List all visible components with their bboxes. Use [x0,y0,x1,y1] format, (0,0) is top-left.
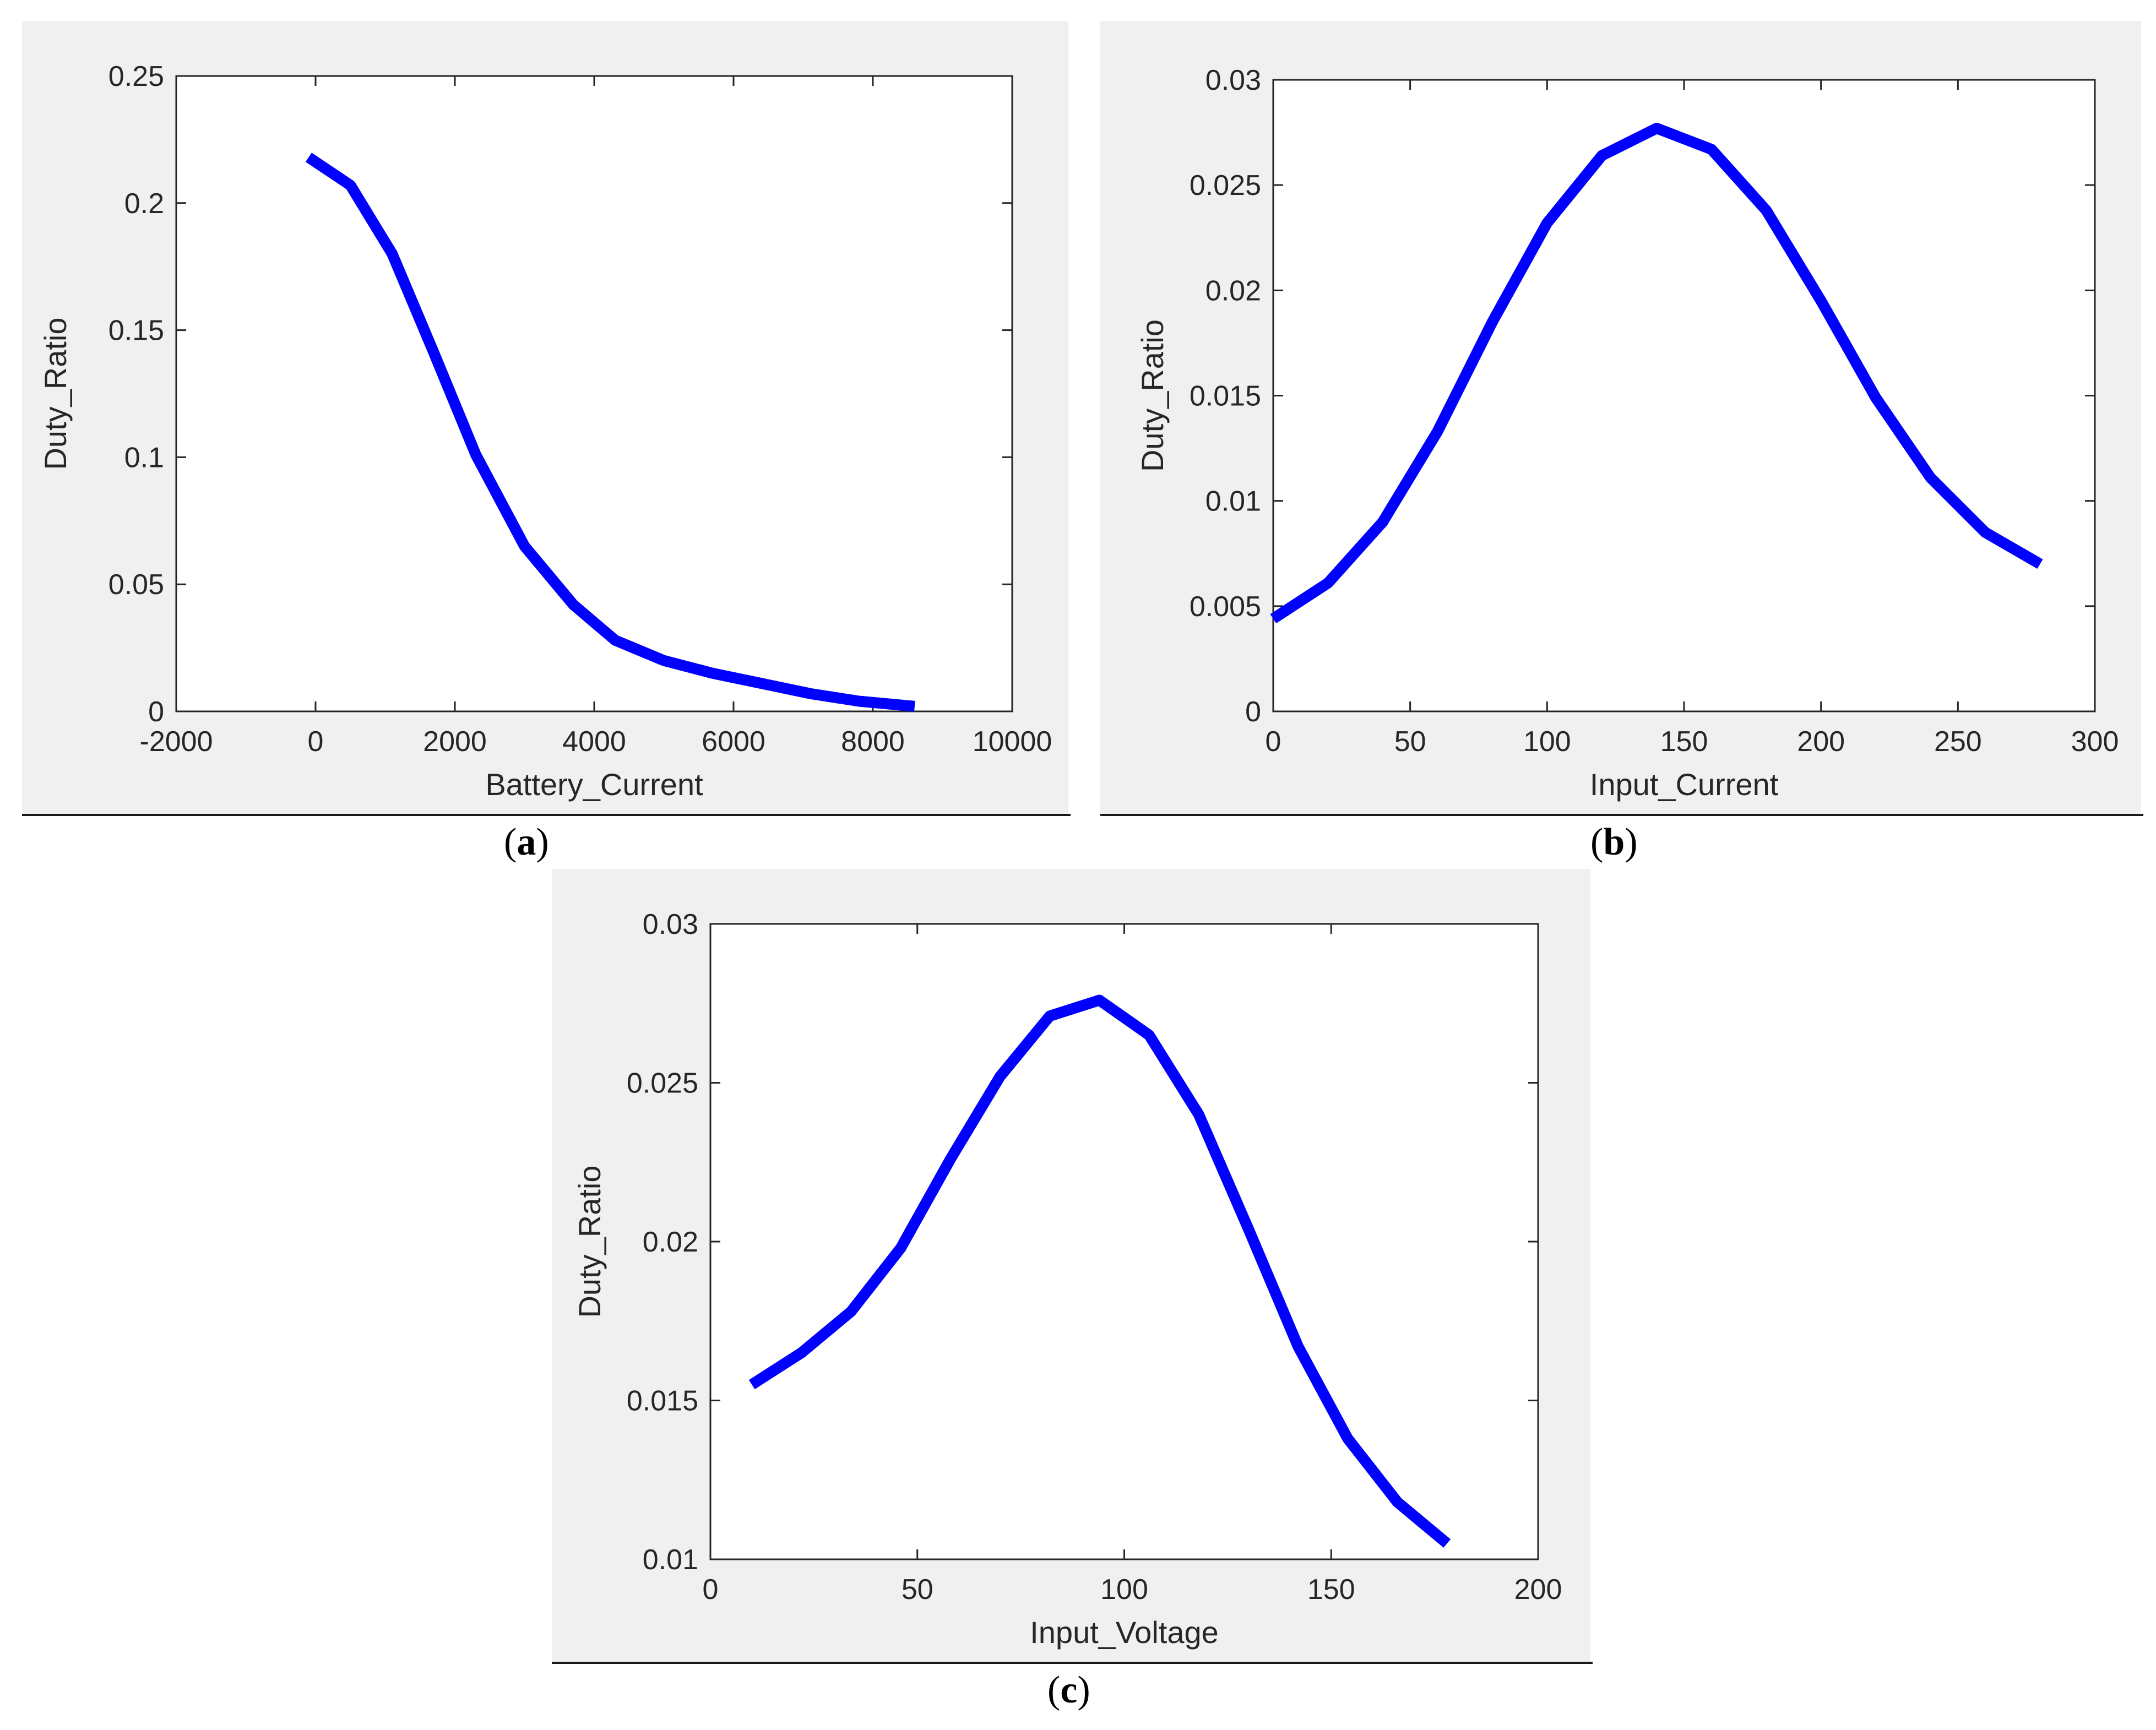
y-axis-title: Duty_Ratio [572,1165,607,1318]
y-tick-label: 0.2 [124,188,164,220]
panel-a-rule [22,814,1071,816]
y-tick-label: 0.01 [1205,486,1261,518]
y-tick-label: 0.025 [1190,170,1261,202]
x-tick-label: 4000 [562,726,626,758]
series-line [1270,122,2043,624]
x-tick-label: 0 [703,1574,719,1606]
y-tick-label: 0.05 [108,569,164,601]
y-axis-title: Duty_Ratio [1135,319,1170,472]
y-tick-label: 0.02 [1205,275,1261,307]
y-axis-title: Duty_Ratio [38,317,73,470]
caption-b: (b) [1590,821,1638,863]
x-tick-label: 0 [1266,726,1281,758]
caption-c: (c) [1047,1669,1090,1711]
x-tick-label: 300 [2071,726,2119,758]
x-tick-label: 10000 [973,726,1052,758]
y-tick-label: 0.025 [627,1068,698,1100]
x-tick-label: -2000 [140,726,213,758]
y-tick-label: 0.015 [1190,380,1261,412]
y-tick-label: 0.015 [627,1385,698,1417]
panel-c-rule [552,1662,1593,1664]
caption-a: (a) [504,821,549,863]
series-line [305,153,915,712]
x-tick-label: 100 [1523,726,1571,758]
y-tick-label: 0.03 [643,908,698,940]
x-axis-title: Input_Current [1590,767,1779,802]
x-tick-label: 2000 [423,726,487,758]
plot-area-b [1272,79,2096,712]
x-tick-label: 200 [1797,726,1845,758]
chart-c: 0 50 100 150 200 0.01 0.015 0.02 0.025 0.03 Input_… [572,908,1562,1650]
y-tick-label: 0.005 [1190,591,1261,623]
y-tick-label: 0.25 [108,61,164,93]
y-tick-label: 0.15 [108,315,164,347]
x-axis-title: Input_Voltage [1030,1615,1219,1650]
caption-c-letter: c [1060,1669,1078,1711]
series-line [748,994,1451,1548]
x-tick-label: 6000 [702,726,765,758]
x-tick-label: 150 [1307,1574,1355,1606]
x-axis-title: Battery_Current [485,767,703,802]
x-tick-label: 50 [901,1574,933,1606]
y-tick-label: 0 [148,696,164,728]
caption-a-letter: a [517,821,536,863]
x-tick-label: 250 [1934,726,1982,758]
y-tick-label: 0.01 [643,1544,698,1576]
x-tick-label: 8000 [841,726,905,758]
x-tick-label: 150 [1660,726,1708,758]
y-tick-label: 0.02 [643,1226,698,1258]
panel-b-rule [1100,814,2143,816]
caption-b-letter: b [1603,821,1625,863]
chart-a: -2000 0 2000 4000 6000 8000 1000000.050.10.150… [38,61,1052,802]
x-tick-label: 200 [1514,1574,1562,1606]
y-tick-label: 0 [1245,696,1261,728]
x-tick-label: 100 [1100,1574,1148,1606]
y-tick-label: 0.1 [124,442,164,474]
x-tick-label: 50 [1394,726,1426,758]
x-tick-label: 0 [308,726,324,758]
y-tick-label: 0.03 [1205,64,1261,96]
plot-area-a [175,75,1013,712]
chart-b: 0 50 100 150 200 250 300 0 0.005 0.01 0.015 0.02 0.0… [1135,64,2119,802]
